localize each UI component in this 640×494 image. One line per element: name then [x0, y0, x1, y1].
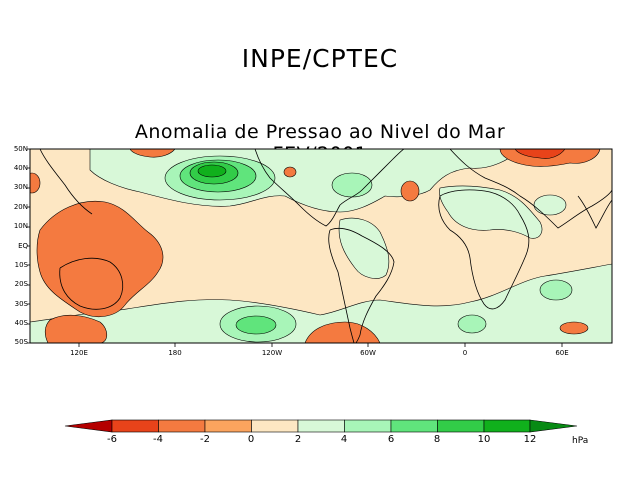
positive-anomaly-level-10 — [198, 165, 226, 177]
colorbar-segment — [438, 420, 485, 432]
colorbar-label: 2 — [283, 434, 313, 445]
colorbar-units: hPa — [572, 436, 588, 446]
colorbar-segment — [391, 420, 438, 432]
colorbar-label: 6 — [376, 434, 406, 445]
colorbar-left-arrow — [65, 420, 112, 432]
colorbar-label: 0 — [236, 434, 266, 445]
colorbar-segment — [205, 420, 252, 432]
colorbar-label: 8 — [422, 434, 452, 445]
lon-ticks — [79, 343, 562, 347]
colorbar — [65, 420, 577, 432]
colorbar-segment — [345, 420, 392, 432]
colorbar-segment — [298, 420, 345, 432]
colorbar-label: -6 — [97, 434, 127, 445]
colorbar-segment — [252, 420, 299, 432]
negative-anomaly-pacific-coast — [284, 167, 296, 177]
colorbar-label: 4 — [329, 434, 359, 445]
negative-anomaly-north-atlantic — [401, 181, 419, 201]
colorbar-label: -2 — [190, 434, 220, 445]
positive-anomaly-indian — [540, 280, 572, 300]
positive-anomaly-atlantic-center — [332, 173, 372, 197]
colorbar-right-arrow — [530, 420, 577, 432]
negative-anomaly-southeast-indian — [560, 322, 588, 334]
colorbar-segment — [112, 420, 159, 432]
colorbar-label: -4 — [143, 434, 173, 445]
colorbar-label: 10 — [469, 434, 499, 445]
negative-anomaly-west-edge — [24, 173, 40, 193]
anomaly-map-graphic — [0, 0, 640, 494]
colorbar-segment — [159, 420, 206, 432]
colorbar-segment — [484, 420, 530, 432]
positive-anomaly-asia — [534, 195, 566, 215]
positive-anomaly-south-atlantic — [458, 315, 486, 333]
colorbar-label: 12 — [515, 434, 545, 445]
positive-anomaly-south-pacific-core — [236, 316, 276, 334]
